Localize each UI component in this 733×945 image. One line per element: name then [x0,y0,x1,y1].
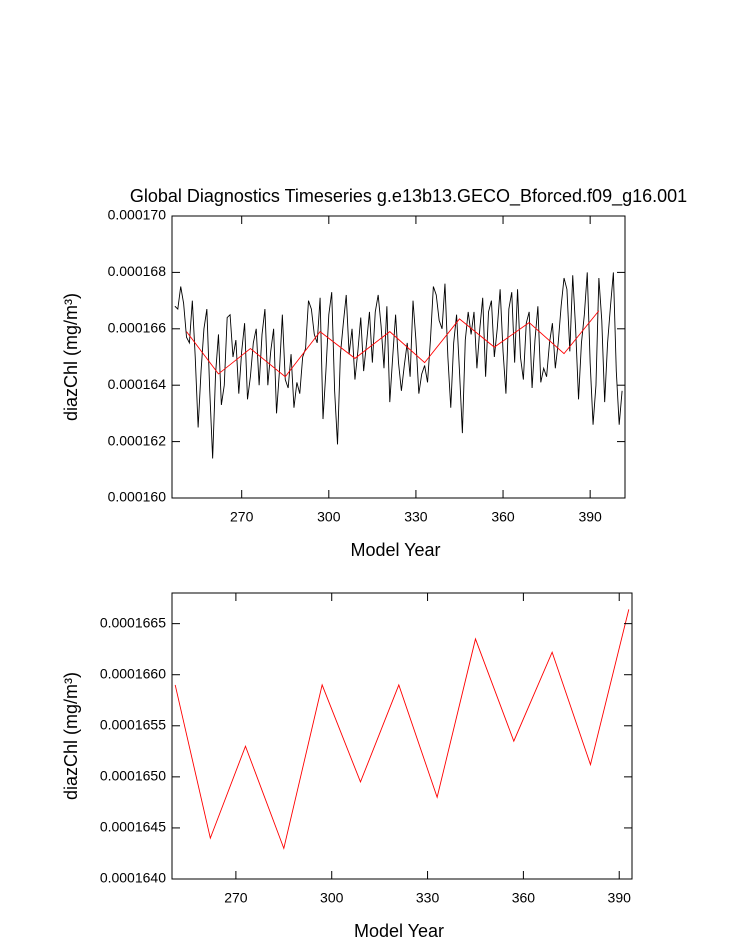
y-tick-label: 0.000160 [108,489,167,505]
x-tick-label: 360 [491,509,515,525]
y-tick-label: 0.0001665 [100,614,166,630]
y-tick-label: 0.0001660 [100,665,166,681]
x-tick-label: 300 [317,509,341,525]
y-tick-label: 0.0001655 [100,716,166,732]
y-tick-label: 0.0001640 [100,870,166,886]
x-tick-label: 270 [230,509,254,525]
x-tick-label: 390 [608,890,632,906]
plot-frame [171,215,626,499]
y-tick-label: 0.000164 [108,376,167,392]
y-tick-label: 0.000170 [108,207,167,223]
y-tick-label: 0.0001650 [100,768,166,784]
x-axis-label: Model Year [354,921,444,941]
data-line [174,609,630,850]
plot-frame [171,592,633,880]
y-axis-label: diazChl (mg/m³) [61,672,81,800]
data-line [174,272,623,459]
y-tick-label: 0.000166 [108,320,167,336]
y-tick-label: 0.0001645 [100,819,166,835]
y-tick-label: 0.000162 [108,432,167,448]
x-tick-label: 300 [320,890,344,906]
data-line [186,310,600,378]
y-tick-label: 0.000168 [108,263,167,279]
x-tick-label: 390 [578,509,602,525]
x-axis-label: Model Year [350,540,440,560]
x-tick-label: 330 [404,509,428,525]
x-tick-label: 360 [512,890,536,906]
chart-title: Global Diagnostics Timeseries g.e13b13.G… [130,186,687,207]
x-tick-label: 270 [224,890,248,906]
y-axis-label: diazChl (mg/m³) [61,293,81,421]
x-tick-label: 330 [416,890,440,906]
